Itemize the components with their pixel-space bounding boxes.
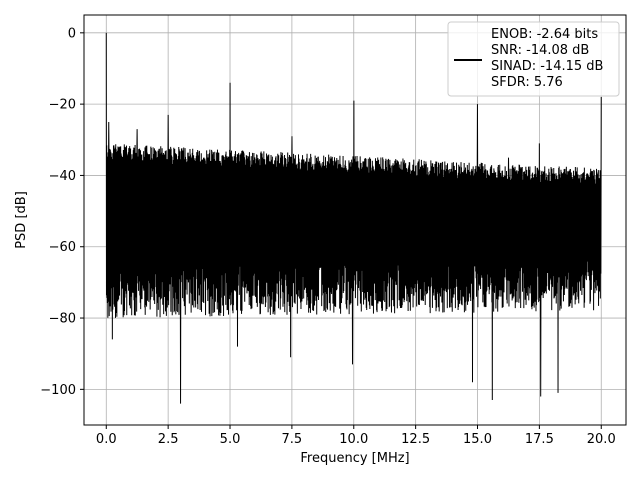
x-tick-label: 17.5 bbox=[525, 432, 554, 447]
y-tick-label: −100 bbox=[40, 383, 76, 398]
legend-enob: ENOB: -2.64 bits bbox=[491, 27, 598, 42]
x-axis-label: Frequency [MHz] bbox=[300, 451, 409, 466]
axis-ticks: 0.0 2.5 5.0 7.5 10.0 12.5 15.0 17.5 20.0 0 −20 −40 −… bbox=[40, 26, 615, 447]
x-tick-label: 15.0 bbox=[463, 432, 492, 447]
x-tick-label: 0.0 bbox=[96, 432, 117, 447]
y-tick-label: −80 bbox=[49, 312, 76, 327]
plot-frame bbox=[83, 14, 627, 426]
legend-snr: SNR: -14.08 dB bbox=[491, 43, 589, 58]
legend-sinad: SINAD: -14.15 dB bbox=[491, 59, 603, 74]
psd-trace bbox=[105, 32, 602, 404]
x-tick-label: 20.0 bbox=[587, 432, 616, 447]
x-tick-label: 7.5 bbox=[282, 432, 303, 447]
legend-sfdr: SFDR: 5.76 bbox=[491, 75, 563, 90]
y-axis-label: PSD [dB] bbox=[14, 191, 29, 249]
y-tick-label: −40 bbox=[49, 169, 76, 184]
x-tick-label: 5.0 bbox=[220, 432, 241, 447]
legend-box bbox=[447, 21, 620, 97]
x-tick-label: 10.0 bbox=[339, 432, 368, 447]
x-tick-label: 2.5 bbox=[158, 432, 179, 447]
x-tick-label: 12.5 bbox=[401, 432, 430, 447]
legend: ENOB: -2.64 bits SNR: -14.08 dB SINAD: -… bbox=[447, 21, 620, 97]
y-tick-label: −60 bbox=[49, 240, 76, 255]
psd-series bbox=[105, 32, 602, 404]
y-tick-label: −20 bbox=[49, 98, 76, 113]
y-tick-label: 0 bbox=[68, 26, 76, 41]
